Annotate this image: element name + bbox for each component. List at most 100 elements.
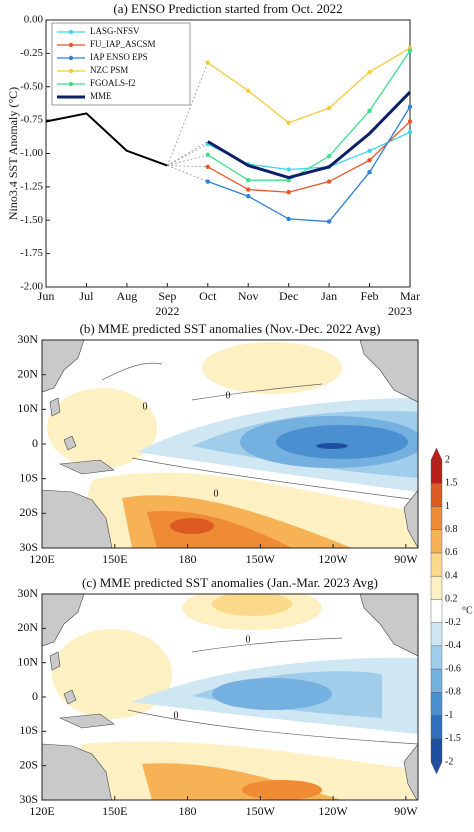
point (286, 190, 291, 195)
colorbar-segment (430, 552, 443, 577)
year-label: 2022 (155, 304, 179, 318)
point (407, 104, 413, 109)
legend-marker (68, 29, 74, 35)
x-tick-label: 150W (246, 804, 276, 818)
point (246, 178, 251, 183)
point (326, 153, 332, 159)
point (246, 187, 251, 192)
y-tick-label: 10N (17, 654, 38, 668)
colorbar-segment (430, 738, 443, 763)
colorbar-label: -1.5 (445, 733, 461, 744)
colorbar-label: 1.5 (445, 478, 458, 489)
colorbar-segment (430, 459, 443, 484)
map-title: (b) MME predicted SST anomalies (Nov.-De… (80, 321, 381, 336)
point (205, 60, 210, 65)
colorbar-end (430, 447, 443, 461)
connector (167, 165, 208, 168)
colorbar-label: -1 (445, 710, 453, 721)
point (326, 219, 332, 224)
contour-label: 0 (214, 488, 219, 499)
x-tick-label: Sep (158, 289, 176, 303)
y-tick-label: 0 (32, 436, 38, 450)
point (367, 169, 372, 175)
connector (167, 165, 208, 182)
series-line (207, 91, 412, 180)
x-tick-label: Oct (199, 289, 217, 303)
colorbar-segment (430, 622, 443, 647)
contour-label: 0 (174, 710, 179, 721)
x-tick-label: 120E (29, 552, 54, 566)
colorbar-segment (430, 668, 443, 693)
colorbar-label: 0.8 (445, 524, 458, 535)
colorbar-segment (430, 575, 443, 600)
y-tick-label: 0 (32, 689, 38, 703)
point (367, 69, 372, 75)
connector (167, 143, 208, 166)
colorbar-unit: °C (462, 605, 473, 616)
legend-label: IAP ENSO EPS (90, 52, 148, 62)
point (286, 178, 291, 183)
colorbar-segment (430, 483, 443, 507)
x-tick-label: 120W (318, 804, 348, 818)
x-tick-label: 180 (179, 804, 197, 818)
point (326, 105, 332, 111)
y-tick-label: 30S (19, 540, 38, 554)
connector (166, 62, 209, 166)
point (246, 88, 251, 93)
colorbar-segment (430, 645, 443, 670)
colorbar-end (430, 761, 443, 775)
x-tick-label: 180 (179, 552, 197, 566)
point (286, 167, 291, 172)
x-tick-label: Nov (238, 289, 259, 303)
y-tick-label: 30S (19, 792, 38, 806)
x-tick-label: Jun (38, 289, 55, 303)
y-tick-label: 10S (19, 470, 38, 484)
chart-title: (a) ENSO Prediction started from Oct. 20… (113, 1, 342, 16)
x-tick-label: Mar (400, 289, 420, 303)
colorbar-label: -0.6 (445, 663, 461, 674)
y-tick-label: -1.00 (20, 147, 43, 159)
y-tick-label: 10S (19, 723, 38, 737)
connector (167, 154, 208, 166)
colorbar-label: -0.8 (445, 687, 461, 698)
colorbar-label: 0.2 (445, 594, 458, 605)
point (205, 164, 210, 170)
x-tick-label: 150E (102, 804, 127, 818)
year-label: 2023 (388, 304, 412, 318)
legend-label: MME (90, 91, 112, 101)
x-tick-label: 150E (102, 552, 127, 566)
y-tick-label: 10N (17, 401, 38, 415)
point (367, 157, 372, 163)
colorbar-label: 0.6 (445, 547, 458, 558)
legend-marker (68, 55, 74, 61)
colorbar-label: 0.4 (445, 570, 458, 581)
y-tick-label: 30N (17, 332, 38, 346)
x-tick-label: Jan (321, 289, 337, 303)
x-tick-label: Jul (79, 289, 94, 303)
y-tick-label: 30N (17, 586, 38, 600)
x-tick-label: 90W (394, 804, 418, 818)
map-field (42, 340, 418, 548)
legend-label: LASG-NFSV (90, 26, 140, 36)
colorbar-segment (430, 715, 443, 739)
y-tick-label: 20N (17, 620, 38, 634)
legend-label: NZC PSM (90, 65, 128, 75)
series-line (207, 50, 411, 181)
y-tick-label: -1.75 (20, 247, 43, 259)
point (286, 120, 291, 125)
x-tick-label: 90W (394, 552, 418, 566)
x-tick-label: 120E (29, 804, 54, 818)
colorbar-segment (430, 506, 443, 530)
colorbar-segment (430, 692, 443, 716)
series-line (207, 120, 411, 193)
legend-label: FU_IAP_ASCSM (90, 39, 156, 49)
colorbar-segment (430, 529, 443, 554)
colorbar-label: -0.2 (445, 617, 461, 628)
contour-label: 0 (226, 390, 231, 401)
contour-label: 0 (143, 401, 148, 412)
legend-marker (68, 81, 74, 87)
x-tick-label: 150W (246, 552, 276, 566)
map-field (42, 594, 418, 800)
y-tick-label: 20N (17, 366, 38, 380)
point (367, 108, 372, 113)
